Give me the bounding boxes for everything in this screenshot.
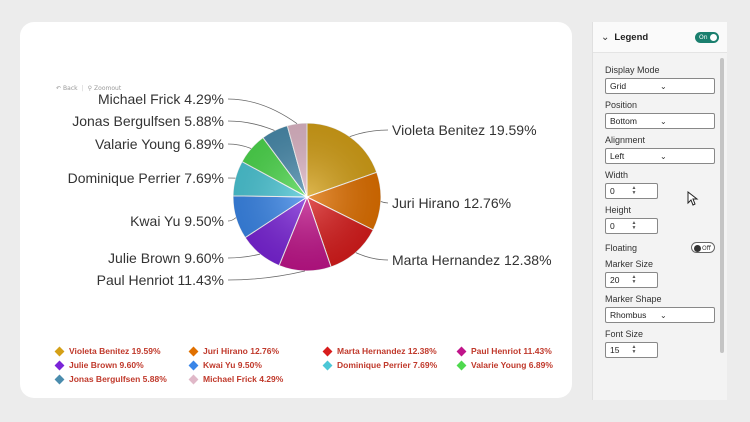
- legend-item[interactable]: Marta Hernandez 12.38%: [322, 344, 456, 358]
- position-label: Position: [605, 100, 638, 110]
- display-mode-label: Display Mode: [605, 65, 660, 75]
- legend-item-label: Kwai Yu 9.50%: [203, 360, 262, 370]
- legend-toggle[interactable]: On: [695, 31, 719, 43]
- legend-item-label: Paul Henriot 11.43%: [471, 346, 552, 356]
- display-mode-select[interactable]: Grid ⌄: [605, 78, 715, 94]
- height-stepper[interactable]: 0 ▲ ▼: [605, 218, 658, 234]
- marker-size-label: Marker Size: [605, 259, 654, 269]
- legend-item-label: Valarie Young 6.89%: [471, 360, 553, 370]
- alignment-label: Alignment: [605, 135, 646, 145]
- chevron-down-icon: ⌄: [660, 81, 667, 91]
- zoomout-button[interactable]: ⚲ Zoomout: [88, 85, 122, 92]
- data-label: Paul Henriot 11.43%: [97, 272, 224, 288]
- leader-line: [227, 270, 306, 281]
- data-label: Juri Hirano 12.76%: [392, 195, 511, 211]
- legend-item[interactable]: Michael Frick 4.29%: [188, 372, 322, 386]
- marker-size-value: 20: [610, 275, 620, 285]
- data-label: Violeta Benitez 19.59%: [392, 122, 537, 138]
- position-value: Bottom: [610, 116, 637, 126]
- leader-line: [227, 217, 237, 222]
- width-stepper[interactable]: 0 ▲ ▼: [605, 183, 658, 199]
- leader-line: [380, 201, 389, 204]
- legend-item-label: Juri Hirano 12.76%: [203, 346, 280, 356]
- stepper-arrows-icon[interactable]: ▲ ▼: [631, 344, 637, 355]
- width-value: 0: [610, 186, 615, 196]
- mouse-cursor-icon: [687, 191, 699, 206]
- legend-row: Julie Brown 9.60% Kwai Yu 9.50% Dominique …: [54, 358, 574, 372]
- width-label: Width: [605, 170, 629, 180]
- legend-item-label: Violeta Benitez 19.59%: [69, 346, 161, 356]
- height-label: Height: [605, 205, 632, 215]
- alignment-value: Left: [610, 151, 625, 161]
- legend-item-label: Marta Hernandez 12.38%: [337, 346, 437, 356]
- floating-toggle-label: Off: [702, 245, 711, 252]
- back-label: Back: [63, 85, 78, 92]
- legend-item-label: Michael Frick 4.29%: [203, 374, 284, 384]
- legend-item[interactable]: Juri Hirano 12.76%: [188, 344, 322, 358]
- marker-shape-value: Rhombus: [610, 310, 647, 320]
- legend-item[interactable]: Valarie Young 6.89%: [456, 358, 566, 372]
- leader-line: [227, 98, 298, 124]
- marker-shape-select[interactable]: Rhombus ⌄: [605, 307, 715, 323]
- data-label: Dominique Perrier 7.69%: [68, 170, 224, 186]
- legend-section-header[interactable]: ⌄ Legend On: [593, 22, 727, 53]
- legend-item-label: Jonas Bergulfsen 5.88%: [69, 374, 167, 384]
- marker-size-stepper[interactable]: 20 ▲ ▼: [605, 272, 658, 288]
- zoomout-label: Zoomout: [94, 85, 122, 92]
- legend-item-label: Julie Brown 9.60%: [69, 360, 144, 370]
- font-size-stepper[interactable]: 15 ▲ ▼: [605, 342, 658, 358]
- chevron-down-icon: ⌄: [660, 116, 667, 126]
- height-value: 0: [610, 221, 615, 231]
- legend-item[interactable]: Dominique Perrier 7.69%: [322, 358, 456, 372]
- zoom-icon: ⚲: [87, 85, 93, 92]
- legend-item[interactable]: Kwai Yu 9.50%: [188, 358, 322, 372]
- leader-line: [227, 143, 252, 149]
- back-button[interactable]: ↶ Back: [56, 85, 78, 92]
- leader-line: [227, 120, 275, 131]
- toolbar-divider: |: [81, 85, 84, 92]
- toggle-knob: [710, 33, 717, 41]
- data-label: Valarie Young 6.89%: [95, 136, 224, 152]
- stepper-arrows-icon[interactable]: ▲ ▼: [631, 274, 637, 285]
- panel-scrollbar[interactable]: [720, 58, 724, 353]
- floating-row: Floating Off: [605, 242, 715, 253]
- chevron-down-icon: ⌄: [660, 151, 667, 161]
- marker-shape-label: Marker Shape: [605, 294, 662, 304]
- chevron-down-icon[interactable]: ⌄: [601, 31, 610, 43]
- stepper-arrows-icon[interactable]: ▲ ▼: [631, 185, 637, 196]
- legend-row: Jonas Bergulfsen 5.88% Michael Frick 4.29…: [54, 372, 574, 386]
- leader-line: [227, 253, 261, 259]
- display-mode-value: Grid: [610, 81, 627, 91]
- data-label: Marta Hernandez 12.38%: [392, 252, 552, 268]
- data-label: Michael Frick 4.29%: [98, 91, 224, 107]
- position-select[interactable]: Bottom ⌄: [605, 113, 715, 129]
- legend-item-label: Dominique Perrier 7.69%: [337, 360, 438, 370]
- chart-legend: Violeta Benitez 19.59% Juri Hirano 12.76%…: [54, 344, 574, 386]
- legend-item[interactable]: Julie Brown 9.60%: [54, 358, 188, 372]
- data-label: Julie Brown 9.60%: [108, 250, 224, 266]
- legend-section-title: Legend: [614, 31, 649, 43]
- stepper-arrows-icon[interactable]: ▲ ▼: [631, 220, 637, 231]
- chevron-down-icon: ⌄: [660, 310, 667, 320]
- legend-item[interactable]: Paul Henriot 11.43%: [456, 344, 566, 358]
- leader-line: [355, 252, 389, 261]
- data-label: Jonas Bergulfsen 5.88%: [72, 113, 224, 129]
- legend-item[interactable]: Violeta Benitez 19.59%: [54, 344, 188, 358]
- floating-toggle[interactable]: Off: [691, 242, 715, 253]
- legend-toggle-label: On: [699, 33, 708, 41]
- font-size-label: Font Size: [605, 329, 644, 339]
- legend-item[interactable]: Jonas Bergulfsen 5.88%: [54, 372, 188, 386]
- alignment-select[interactable]: Left ⌄: [605, 148, 715, 164]
- leader-line: [349, 129, 389, 137]
- toggle-knob: [694, 244, 701, 252]
- floating-label: Floating: [605, 242, 638, 253]
- data-label: Kwai Yu 9.50%: [130, 213, 224, 229]
- chart-toolbar: ↶ Back | ⚲ Zoomout: [56, 85, 121, 92]
- legend-format-panel: ⌄ Legend On Display Mode Grid ⌄ Position…: [592, 22, 727, 400]
- legend-row: Violeta Benitez 19.59% Juri Hirano 12.76%…: [54, 344, 574, 358]
- back-arrow-icon: ↶: [56, 85, 62, 92]
- font-size-value: 15: [610, 345, 620, 355]
